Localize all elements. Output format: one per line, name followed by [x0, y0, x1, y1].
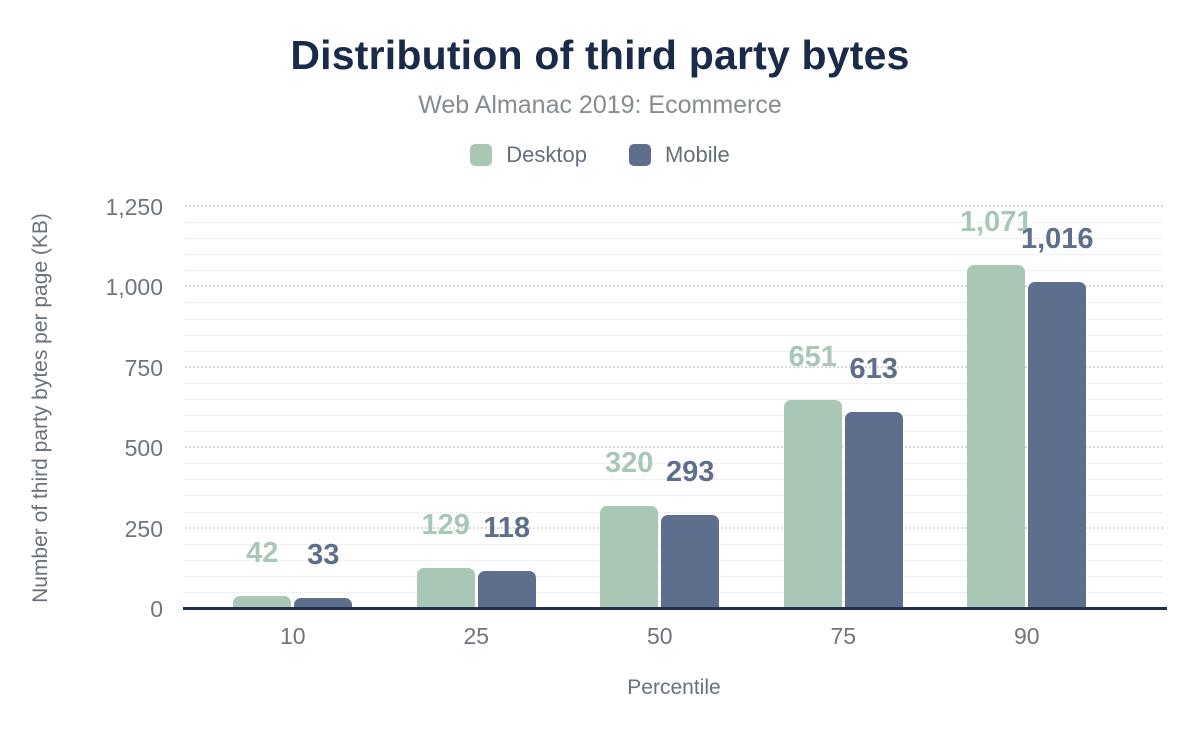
x-tick-label-75: 75: [830, 623, 857, 649]
y-tick-label-750: 750: [124, 354, 163, 381]
y-tick-label-0: 0: [150, 596, 163, 622]
gridline-1000: [185, 285, 1163, 288]
gridline-800: [185, 350, 1163, 352]
chart-subtitle: Web Almanac 2019: Ecommerce: [418, 91, 782, 119]
bar-mobile-p10: [294, 598, 353, 609]
bar-value-desktop-p50: 320: [605, 447, 654, 480]
legend-item-mobile: Mobile: [628, 142, 730, 168]
bar-value-mobile-p10: 33: [307, 539, 340, 572]
x-tick-label-25: 25: [463, 623, 490, 649]
bar-value-desktop-p25: 129: [421, 508, 470, 541]
chart-title: Distribution of third party bytes: [290, 32, 910, 78]
y-tick-label-1000: 1,000: [105, 274, 163, 301]
bar-desktop-p50: [600, 506, 659, 609]
bar-mobile-p25: [477, 571, 536, 609]
x-axis-line: [183, 607, 1167, 610]
gridline-300: [185, 511, 1163, 513]
gridline-1050: [185, 270, 1163, 272]
gridline-1200: [185, 222, 1163, 224]
gridline-850: [185, 334, 1163, 336]
desktop-swatch-icon: [470, 144, 493, 166]
bar-mobile-p75: [844, 411, 903, 609]
bar-value-desktop-p75: 651: [788, 340, 837, 373]
bar-desktop-p90: [967, 264, 1026, 609]
bar-mobile-p50: [661, 514, 720, 609]
gridline-1100: [185, 254, 1163, 256]
y-tick-label-500: 500: [124, 435, 163, 462]
gridline-1250: [185, 205, 1163, 207]
gridline-700: [185, 382, 1163, 384]
gridline-600: [185, 415, 1163, 417]
legend: Desktop Mobile: [0, 142, 1200, 168]
bar-desktop-p25: [416, 567, 475, 609]
legend-item-desktop: Desktop: [470, 142, 587, 168]
gridline-750: [185, 365, 1163, 368]
gridline-900: [185, 318, 1163, 320]
plot-area: 42 33 10 129 118 25 320 293 50 651 613 75 1,071 1,016…: [185, 205, 1163, 649]
bar-value-desktop-p90: 1,071: [959, 205, 1033, 238]
x-tick-label-50: 50: [646, 623, 673, 649]
bar-mobile-p90: [1028, 282, 1087, 609]
y-tick-label-1250: 1,250: [105, 194, 163, 220]
legend-label-mobile: Mobile: [664, 142, 730, 167]
bar-desktop-p75: [783, 399, 842, 609]
bar-value-mobile-p25: 118: [483, 512, 531, 545]
bar-value-mobile-p75: 613: [849, 352, 898, 385]
gridline-350: [185, 495, 1163, 497]
y-tick-label-250: 250: [124, 515, 163, 542]
legend-label-desktop: Desktop: [506, 142, 587, 167]
gridline-1150: [185, 238, 1163, 240]
gridline-400: [185, 479, 1163, 481]
bar-value-desktop-p10: 42: [246, 536, 279, 569]
gridline-950: [185, 302, 1163, 304]
gridline-450: [185, 463, 1163, 465]
bar-value-mobile-p50: 293: [666, 455, 715, 488]
bar-desktop-p10: [233, 595, 292, 609]
x-tick-label-90: 90: [1013, 623, 1040, 649]
y-axis-title: Number of third party bytes per page (KB…: [29, 213, 52, 603]
bar-value-mobile-p90: 1,016: [1020, 223, 1094, 256]
x-tick-label-10: 10: [279, 623, 306, 649]
x-axis-title: Percentile: [627, 676, 721, 699]
gridline-550: [185, 431, 1163, 433]
gridline-500: [185, 446, 1163, 449]
mobile-swatch-icon: [628, 144, 651, 166]
gridline-650: [185, 398, 1163, 400]
